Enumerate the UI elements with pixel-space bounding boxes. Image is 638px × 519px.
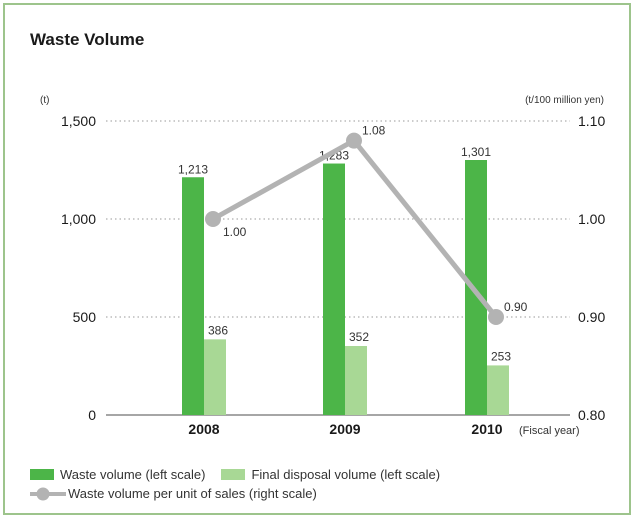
legend-label-waste: Waste volume (left scale) — [60, 467, 206, 482]
bar-waste-volume — [465, 160, 487, 415]
data-label-waste: 1,283 — [319, 149, 349, 163]
bar-final-disposal — [204, 339, 226, 415]
y-right-tick-label: 1.10 — [578, 113, 605, 129]
legend-swatch-final — [221, 469, 246, 480]
legend-label-line: Waste volume per unit of sales (right sc… — [68, 486, 317, 501]
y-left-tick-label: 0 — [88, 407, 96, 423]
y-right-tick-label: 0.90 — [578, 309, 605, 325]
data-label-waste: 1,301 — [461, 145, 491, 159]
chart-frame — [3, 3, 631, 515]
data-label-line: 1.08 — [362, 124, 386, 138]
bar-waste-volume — [182, 177, 204, 415]
legend-row-bars: Waste volume (left scale) Final disposal… — [30, 467, 440, 482]
legend-label-final: Final disposal volume (left scale) — [251, 467, 441, 482]
y-left-tick-label: 1,000 — [61, 211, 96, 227]
x-tick-label: 2009 — [329, 421, 360, 437]
line-point — [205, 211, 221, 227]
y-left-tick-label: 1,500 — [61, 113, 96, 129]
y-right-unit: (t/100 million yen) — [525, 95, 604, 106]
line-point — [346, 132, 362, 149]
y-left-unit: (t) — [40, 95, 49, 106]
y-right-tick-label: 0.80 — [578, 407, 605, 423]
data-label-final: 386 — [208, 323, 228, 337]
line-point — [488, 309, 504, 325]
y-left-tick-label: 500 — [73, 309, 97, 325]
bar-final-disposal — [345, 346, 367, 415]
y-right-tick-label: 1.00 — [578, 211, 605, 227]
chart-title: Waste Volume — [30, 30, 145, 49]
x-axis-label: (Fiscal year) — [519, 425, 580, 437]
line-waste-per-sales — [211, 138, 498, 319]
legend-swatch-line — [30, 487, 66, 500]
data-label-final: 253 — [491, 349, 511, 363]
legend-row-line: Waste volume per unit of sales (right sc… — [30, 486, 317, 501]
bar-waste-volume — [323, 163, 345, 415]
data-label-line: 0.90 — [504, 300, 528, 314]
legend-swatch-waste — [30, 469, 54, 480]
x-tick-label: 2008 — [188, 421, 219, 437]
data-label-final: 352 — [349, 330, 369, 344]
data-label-waste: 1,213 — [178, 162, 208, 176]
bar-final-disposal — [487, 365, 509, 415]
x-tick-label: 2010 — [471, 421, 502, 437]
data-label-line: 1.00 — [223, 225, 247, 239]
